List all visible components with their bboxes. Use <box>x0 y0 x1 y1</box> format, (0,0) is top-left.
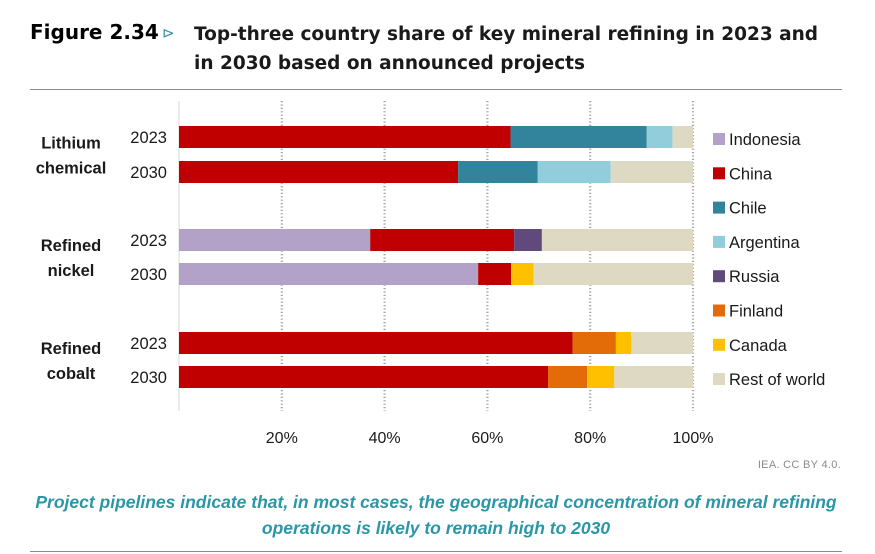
legend-label: Russia <box>729 268 780 286</box>
year-label: 2023 <box>130 335 167 353</box>
bar-segment-rest-of-world <box>533 263 693 285</box>
bar-segment-chile <box>510 126 647 148</box>
legend-swatch <box>713 304 725 317</box>
bar-segment-rest-of-world <box>610 161 693 183</box>
top-divider <box>30 89 842 90</box>
x-tick-label: 40% <box>369 430 401 447</box>
figure-number: Figure 2.34 <box>30 20 159 44</box>
bar-segment-china <box>179 126 511 148</box>
bar-segment-indonesia <box>179 229 371 251</box>
legend-label: Rest of world <box>729 371 825 389</box>
legend-swatch <box>713 270 725 283</box>
category-label: cobalt <box>47 365 96 383</box>
bar-segment-chile <box>458 161 538 183</box>
bar-segment-canada <box>587 366 615 388</box>
bar-segment-indonesia <box>179 263 479 285</box>
legend-label: China <box>729 165 773 183</box>
x-tick-label: 80% <box>574 430 606 447</box>
year-label: 2030 <box>130 266 167 284</box>
legend-swatch <box>713 338 725 351</box>
category-label: nickel <box>48 262 95 280</box>
bar-segment-china <box>478 263 512 285</box>
bar-segment-rest-of-world <box>672 126 693 148</box>
year-label: 2023 <box>130 232 167 250</box>
legend-swatch <box>713 167 725 180</box>
bar-segment-argentina <box>646 126 673 148</box>
bar-segment-argentina <box>537 161 611 183</box>
bar-segment-china <box>370 229 515 251</box>
bar-segment-finland <box>548 366 588 388</box>
legend-swatch <box>713 201 725 214</box>
year-label: 2030 <box>130 369 167 387</box>
x-tick-label: 20% <box>266 430 298 447</box>
legend-swatch <box>713 133 725 145</box>
legend-swatch <box>713 235 725 248</box>
category-label: Refined <box>41 340 102 358</box>
bar-segment-china <box>179 366 549 388</box>
source-credit: IEA. CC BY 4.0. <box>757 459 841 471</box>
legend-label: Finland <box>729 303 783 321</box>
x-tick-label: 100% <box>673 430 714 447</box>
figure-arrow-icon: ⊳ <box>162 25 175 42</box>
legend-label: Argentina <box>729 234 800 252</box>
bar-segment-china <box>179 161 459 183</box>
bar-segment-russia <box>514 229 542 251</box>
year-label: 2023 <box>130 129 167 147</box>
legend-swatch <box>713 373 725 386</box>
figure-title: Top-three country share of key mineral r… <box>194 24 819 74</box>
figure-caption: Project pipelines indicate that, in most… <box>35 492 837 538</box>
legend-label: Indonesia <box>729 131 801 149</box>
bar-segment-canada <box>511 263 534 285</box>
category-label: Refined <box>41 237 102 255</box>
legend-label: Canada <box>729 337 788 355</box>
category-label: Lithium <box>41 135 101 153</box>
category-label: chemical <box>36 160 107 178</box>
bar-segment-rest-of-world <box>631 332 693 354</box>
bar-segment-rest-of-world <box>541 229 693 251</box>
year-label: 2030 <box>130 164 167 182</box>
x-tick-label: 60% <box>471 430 503 447</box>
bar-segment-china <box>179 332 573 354</box>
bar-segment-finland <box>572 332 616 354</box>
legend-label: Chile <box>729 200 767 218</box>
bar-segment-rest-of-world <box>614 366 693 388</box>
bar-segment-canada <box>615 332 632 354</box>
bottom-divider <box>30 551 842 552</box>
chart-area: 2023 2030 Lithium chemical 2023 2030 Refined ni… <box>36 101 825 447</box>
